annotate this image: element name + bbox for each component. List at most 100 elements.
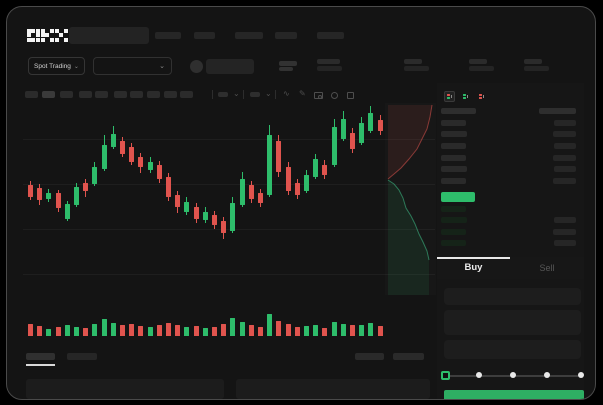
gridline [23, 274, 435, 275]
form-input-field[interactable] [444, 340, 581, 359]
slider-step-dot[interactable] [510, 372, 516, 378]
volume-bar [350, 325, 355, 336]
candle [46, 193, 52, 199]
timeframe-button[interactable] [42, 91, 55, 98]
amount-slider-handle[interactable] [441, 371, 450, 380]
logo-pixel [63, 29, 68, 33]
timeframe-button[interactable] [95, 91, 108, 98]
fullscreen-icon[interactable] [347, 92, 354, 99]
nav-item-placeholder[interactable] [155, 32, 181, 39]
bottom-tab[interactable] [26, 353, 55, 360]
draw-tool-icon[interactable]: ✎ [299, 89, 306, 98]
ask-row-amount [554, 143, 576, 149]
nav-item-placeholder[interactable] [317, 32, 344, 39]
volume-bar [340, 324, 346, 336]
volume-bar [304, 326, 309, 336]
volume-bar [212, 327, 217, 336]
buy-submit-button[interactable] [444, 390, 584, 399]
stat-label-placeholder [317, 59, 340, 64]
ask-row-price[interactable] [441, 131, 467, 137]
volume-bar [248, 325, 254, 336]
candle [101, 145, 107, 169]
bid-row-price[interactable] [441, 229, 466, 235]
ask-row-price[interactable] [441, 120, 466, 126]
icon-line [483, 95, 484, 96]
trade-tabs-row [437, 257, 584, 279]
timeframe-button[interactable] [164, 91, 177, 98]
bid-row-price[interactable] [441, 206, 466, 212]
volume-bar [294, 327, 300, 336]
buy-tab-underline [437, 257, 510, 259]
stat-label-placeholder [469, 59, 487, 64]
circle-icon[interactable] [331, 92, 338, 99]
search-input[interactable] [69, 27, 149, 44]
ask-row-price[interactable] [441, 155, 466, 161]
bottom-tab[interactable] [67, 353, 97, 360]
logo-pixel [31, 29, 36, 33]
candle [340, 119, 346, 139]
market-type-dropdown[interactable]: Spot Trading ⌄ [28, 57, 85, 75]
bottom-action-placeholder[interactable] [393, 353, 424, 360]
ask-row-price[interactable] [441, 143, 466, 149]
timeframe-button[interactable] [79, 91, 92, 98]
book-bids-icon[interactable] [460, 91, 471, 102]
form-input-field[interactable] [444, 288, 581, 305]
ask-row-amount [553, 155, 576, 161]
nav-item-placeholder[interactable] [275, 32, 297, 39]
volume-bar [331, 322, 337, 336]
candle [156, 165, 162, 179]
volume-bar [110, 323, 116, 336]
wave-tool-icon[interactable]: ∿ [283, 89, 290, 98]
volume-bar [322, 328, 328, 336]
candle [147, 162, 153, 170]
pair-name-placeholder [206, 59, 254, 74]
camera-icon[interactable] [314, 92, 323, 99]
bottom-tab-underline [26, 364, 55, 366]
slider-step-dot[interactable] [578, 372, 584, 378]
nav-item-placeholder[interactable] [235, 32, 263, 39]
book-asks-icon[interactable] [476, 91, 487, 102]
ask-row-price[interactable] [441, 178, 466, 184]
chevron-down-icon[interactable]: ⌄ [265, 89, 272, 98]
candle [202, 212, 208, 220]
tab-buy[interactable]: Buy [464, 262, 483, 273]
timeframe-button[interactable] [180, 91, 193, 98]
timeframe-button[interactable] [130, 91, 143, 98]
timeframe-button[interactable] [60, 91, 73, 98]
icon-line [483, 97, 484, 98]
volume-bar [129, 324, 135, 336]
candle [193, 207, 199, 219]
pair-selector-dropdown[interactable]: ⌄ [93, 57, 172, 75]
book-header-price[interactable] [441, 108, 476, 114]
volume-bar [83, 328, 89, 336]
stat-value-placeholder [317, 66, 342, 71]
okx-logo[interactable] [27, 29, 69, 42]
ask-row-price[interactable] [441, 166, 467, 172]
bid-row-price[interactable] [441, 217, 467, 223]
book-split-icon[interactable] [444, 91, 455, 102]
volume-bar [175, 325, 181, 336]
timeframe-button[interactable] [25, 91, 38, 98]
form-input-field[interactable] [444, 310, 581, 335]
indicator-stub[interactable] [250, 92, 260, 97]
tab-sell[interactable]: Sell [539, 263, 555, 273]
volume-bar [368, 323, 374, 336]
gridline [23, 184, 435, 185]
candle [175, 195, 181, 207]
timeframe-button[interactable] [114, 91, 127, 98]
indicator-stub[interactable] [218, 92, 228, 97]
volume-bar [92, 324, 98, 336]
slider-step-dot[interactable] [476, 372, 482, 378]
bottom-action-placeholder[interactable] [355, 353, 384, 360]
nav-item-placeholder[interactable] [194, 32, 215, 39]
volume-bar [377, 326, 383, 336]
timeframe-button[interactable] [147, 91, 160, 98]
bid-row-price[interactable] [441, 240, 466, 246]
bid-row-amount [554, 217, 576, 223]
price-value-placeholder [279, 67, 293, 71]
volume-bar [359, 325, 365, 336]
slider-step-dot[interactable] [544, 372, 550, 378]
chevron-down-icon[interactable]: ⌄ [233, 89, 240, 98]
volume-bar [120, 325, 125, 336]
logo-pixel [41, 29, 45, 33]
